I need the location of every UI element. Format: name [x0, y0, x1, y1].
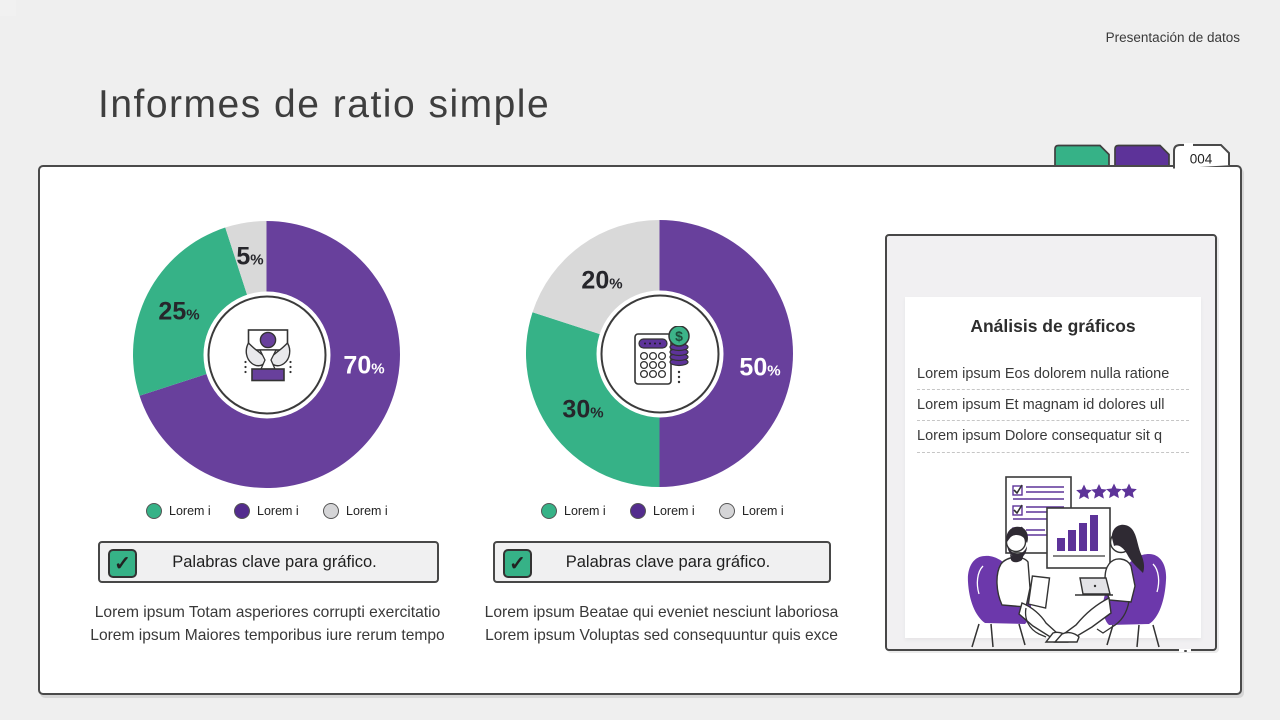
svg-text:$: $ [675, 328, 683, 344]
svg-text:004: 004 [1190, 152, 1213, 167]
